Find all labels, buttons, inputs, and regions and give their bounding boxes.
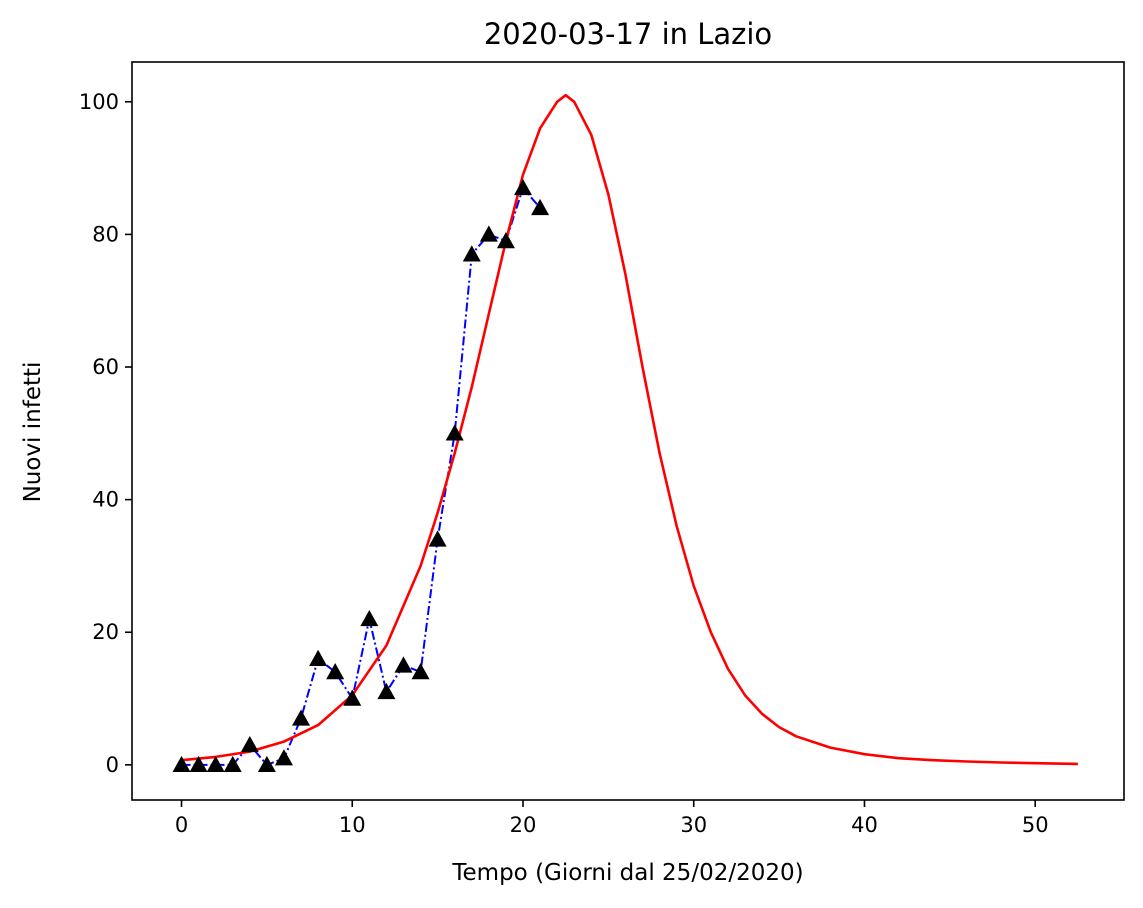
x-tick-label: 30 <box>680 813 707 837</box>
y-tick-label: 0 <box>106 753 119 777</box>
data-point-marker <box>343 689 362 706</box>
plot-area <box>172 93 1078 773</box>
y-axis-label: Nuovi infetti <box>20 362 46 503</box>
data-point-marker <box>428 530 447 547</box>
data-point-marker <box>360 609 379 627</box>
x-axis-label: Tempo (Giorni dal 25/02/2020) <box>451 860 803 886</box>
data-point-marker <box>292 709 311 726</box>
y-tick-label: 20 <box>92 620 119 644</box>
data-point-marker <box>189 755 208 773</box>
y-tick-label: 40 <box>92 488 119 512</box>
model-curve <box>181 93 1078 766</box>
data-point-marker <box>172 755 191 773</box>
x-tick-label: 50 <box>1022 813 1049 837</box>
data-point-marker <box>445 424 464 441</box>
y-tick-label: 100 <box>79 90 119 114</box>
data-point-marker <box>309 649 328 666</box>
plot-frame <box>131 61 1125 801</box>
data-point-marker <box>411 663 430 680</box>
chart-title: 2020-03-17 in Lazio <box>484 17 772 51</box>
data-point-marker <box>240 735 259 753</box>
data-point-marker <box>513 178 532 196</box>
x-tick-label: 0 <box>175 813 188 837</box>
data-point-marker <box>394 656 413 673</box>
x-tick-label: 20 <box>510 813 537 837</box>
data-point-marker <box>531 198 550 216</box>
data-point-marker <box>496 232 515 249</box>
observed-series-line <box>181 185 541 767</box>
x-tick-label: 10 <box>339 813 366 837</box>
data-point-marker <box>377 682 396 700</box>
data-point-marker <box>462 245 481 262</box>
data-point-marker <box>206 755 225 773</box>
data-point-marker <box>257 755 276 773</box>
y-tick-label: 60 <box>92 355 119 379</box>
data-point-marker <box>274 749 293 766</box>
data-point-marker <box>326 663 345 680</box>
x-axis: 0 10 20 30 40 50 <box>175 800 1049 837</box>
y-tick-label: 80 <box>92 222 119 246</box>
data-point-marker <box>223 755 242 773</box>
data-point-marker <box>479 225 498 242</box>
y-axis: 0 20 40 60 80 100 <box>79 90 132 777</box>
x-tick-label: 40 <box>851 813 878 837</box>
